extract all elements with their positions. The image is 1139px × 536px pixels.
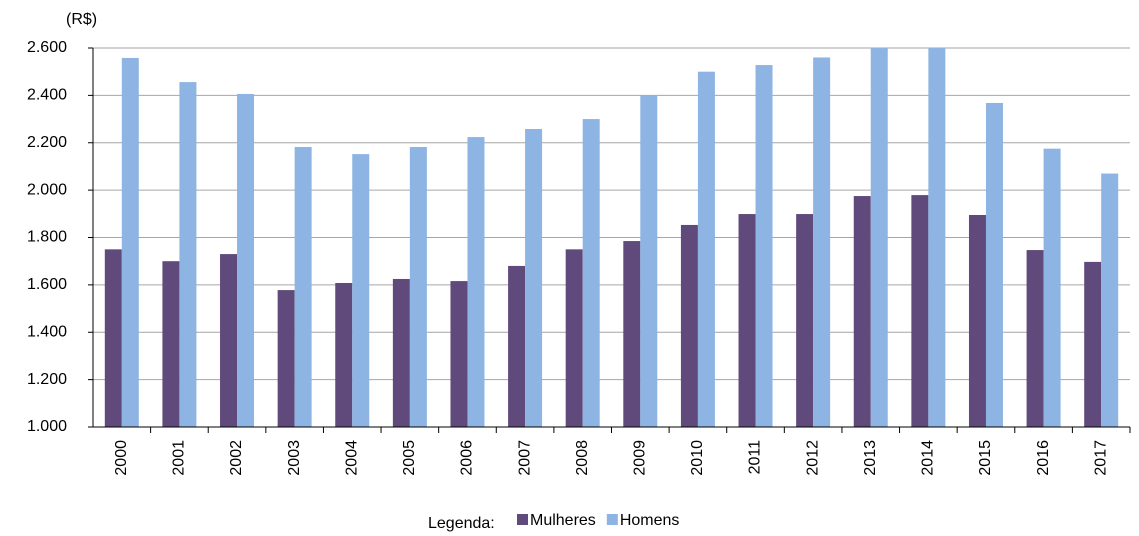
bar [352,154,370,427]
x-tick-label: 2008 [574,440,591,476]
bar [1026,250,1044,427]
x-tick-label: 2005 [401,440,418,476]
bar [911,195,929,427]
bar [968,214,986,427]
x-tick-label: 2007 [516,440,533,476]
bar [450,281,468,427]
bar [640,95,658,427]
bar [104,249,122,427]
bar [121,57,139,427]
bar [392,278,410,427]
x-tick-label: 2004 [343,440,360,476]
x-tick-label: 2012 [804,440,821,476]
bar [220,254,238,427]
x-tick-label: 2015 [977,440,994,476]
x-tick-label: 2000 [113,440,130,476]
y-tick-label: 2.600 [27,39,67,56]
y-axis-label: (R$) [66,11,97,28]
bar [623,241,641,427]
x-tick-label: 2017 [1092,440,1109,476]
bar [277,290,295,427]
bar [294,147,312,428]
y-tick-label: 1.800 [27,229,67,246]
bar [697,71,715,427]
bar [1043,148,1061,427]
y-tick-label: 2.200 [27,134,67,151]
x-tick-label: 2002 [228,440,245,476]
bar [508,265,526,427]
bar [985,102,1003,427]
bar [1101,173,1119,427]
y-tick-label: 1.400 [27,323,67,340]
y-tick-label: 1.000 [27,418,67,435]
y-tick-label: 2.000 [27,181,67,198]
bar [582,119,600,427]
bar [162,261,180,427]
bar [853,196,871,427]
bar [796,214,814,427]
bar [409,147,427,428]
legend-swatch [606,514,618,525]
bar [237,93,255,428]
legend-label: Homens [620,512,680,529]
bar [870,48,888,427]
bar [755,65,773,428]
x-tick-label: 2011 [747,440,764,475]
y-tick-label: 1.200 [27,371,67,388]
bar [565,249,583,427]
legend-label: Mulheres [530,512,596,529]
x-tick-label: 2014 [920,440,937,476]
y-tick-label: 2.400 [27,87,67,104]
x-tick-label: 2001 [171,440,188,476]
bar [928,48,946,427]
x-tick-label: 2010 [689,440,706,476]
x-tick-label: 2009 [632,440,649,476]
bar [680,224,698,427]
bar [467,137,485,427]
bar [335,282,353,427]
legend-swatch [517,514,528,525]
x-tick-label: 2013 [862,440,879,476]
bar [813,57,831,427]
bar [179,82,197,428]
x-tick-label: 2003 [286,440,303,476]
legend-title: Legenda: [428,515,495,532]
x-tick-label: 2016 [1035,440,1052,476]
x-tick-label: 2006 [459,440,476,476]
y-tick-label: 1.600 [27,276,67,293]
bar [1084,261,1102,427]
bar [525,129,543,428]
bar [738,214,756,427]
